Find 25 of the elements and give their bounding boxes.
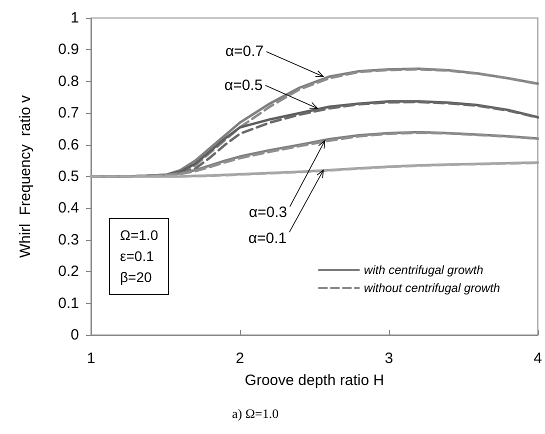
x-tick-label: 1 bbox=[86, 350, 96, 367]
text: a) Ω=1.0 bbox=[232, 406, 279, 422]
y-axis-title: Whirl Frequency ratio v bbox=[17, 94, 34, 258]
y-tick-label: 0.4 bbox=[58, 200, 79, 217]
x-tick-label: 3 bbox=[384, 350, 394, 367]
y-tick-label: 0.2 bbox=[58, 263, 79, 280]
x-tick-label: 2 bbox=[236, 350, 244, 367]
annotation: α=0.1 bbox=[248, 230, 287, 247]
y-tick-label: 0.3 bbox=[58, 231, 79, 248]
annotation: α=0.7 bbox=[225, 43, 264, 60]
y-tick-label: 0.6 bbox=[58, 136, 79, 154]
y-tick-label: 1 bbox=[70, 10, 79, 26]
y-tick-label: 0.1 bbox=[58, 294, 79, 312]
y-tick-label: 0.7 bbox=[58, 104, 79, 122]
x-tick-label: 4 bbox=[534, 350, 542, 367]
annotation: α=0.5 bbox=[224, 76, 263, 94]
y-tick-label: 0.5 bbox=[58, 168, 79, 185]
annotation: Ω=1.0 ε=0.1 β=20 bbox=[109, 218, 170, 295]
y-tick-label: 0.8 bbox=[58, 72, 79, 90]
legend-label: with centrifugal growth bbox=[364, 263, 484, 277]
x-axis-title: Groove depth ratio H bbox=[244, 372, 384, 389]
y-tick-label: 0.9 bbox=[58, 41, 79, 58]
y-tick-label: 0 bbox=[70, 326, 79, 344]
annotation: α=0.3 bbox=[248, 204, 288, 222]
legend-label: without centrifugal growth bbox=[364, 281, 500, 295]
